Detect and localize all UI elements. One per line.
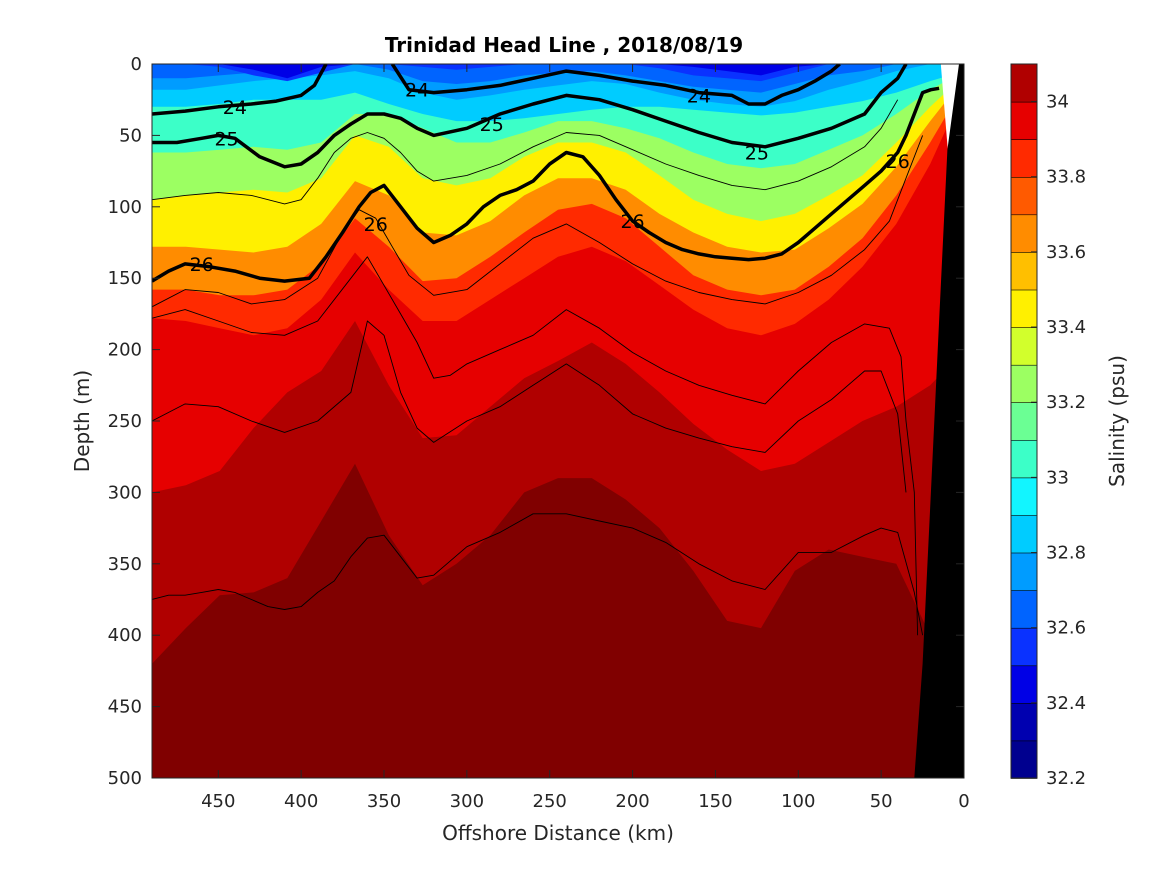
isopycnal-label-24-0: 24 (405, 80, 429, 102)
colorbar-tick-label: 33.2 (1046, 392, 1086, 413)
colorbar-tick-label: 32.2 (1046, 768, 1086, 789)
y-tick-label: 350 (108, 554, 142, 575)
colorbar-swatch (1010, 326, 1038, 366)
x-tick-label: 50 (870, 791, 893, 812)
surface-band-3 (152, 64, 964, 79)
y-tick-label: 50 (119, 125, 142, 146)
colorbar-tick-label: 33.8 (1046, 167, 1086, 188)
colorbar (1010, 63, 1038, 779)
colorbar-swatch (1010, 63, 1038, 103)
y-axis-label: Depth (m) (70, 370, 94, 472)
colorbar-tick-label: 33.4 (1046, 317, 1086, 338)
isopycnal-26-2-7 (152, 135, 924, 308)
colorbar-tick-label: 33.6 (1046, 242, 1086, 263)
colorbar-swatch (1010, 477, 1038, 516)
colorbar-tick-label: 32.8 (1046, 543, 1086, 564)
colorbar-frame (1010, 63, 1038, 779)
colorbar-label: Salinity (psu) (1105, 355, 1129, 487)
isopycnal-25-2 (152, 64, 908, 169)
x-tick-label: 350 (367, 791, 401, 812)
contour-plot-area: 24 24 24 25 25 25 26 26 26 26 (152, 64, 964, 778)
x-axis-ticks: 450 400 350 300 250 200 150 100 50 0 (201, 64, 970, 812)
y-tick-label: 400 (108, 625, 142, 646)
y-tick-label: 0 (131, 54, 142, 75)
colorbar-tick-label: 32.6 (1046, 618, 1086, 639)
isopycnal-labels: 24 24 24 25 25 25 26 26 26 26 (190, 80, 910, 276)
x-tick-label: 200 (615, 791, 649, 812)
isopycnal-26-5-4 (152, 256, 919, 636)
colorbar-swatch (1010, 514, 1038, 554)
colorbar-tick-label: 33 (1046, 467, 1069, 488)
colorbar-ticks: 32.2 32.4 32.6 32.8 33 33.2 33.4 33.6 33.8 34 (1031, 92, 1086, 789)
y-tick-label: 200 (108, 340, 142, 361)
y-tick-label: 100 (108, 197, 142, 218)
isopycnal-26-3 (152, 86, 940, 283)
isopycnal-27-5 (152, 513, 924, 636)
colorbar-swatch (1010, 138, 1038, 178)
y-tick-label: 250 (108, 411, 142, 432)
isopycnal-label-25-2: 25 (745, 143, 769, 165)
isopycnal-label-26-3: 26 (886, 151, 910, 173)
isopycnal-label-26-2: 26 (620, 211, 644, 233)
y-tick-label: 150 (108, 268, 142, 289)
colorbar-swatch (1010, 439, 1038, 479)
isopycnal-label-25-0: 25 (214, 128, 238, 150)
chart-title: Trinidad Head Line , 2018/08/19 (385, 33, 743, 57)
colorbar-swatch (1010, 176, 1038, 216)
isopycnal-label-24-0: 24 (223, 97, 247, 119)
colorbar-swatch (1010, 401, 1038, 441)
colorbar-swatch (1010, 101, 1038, 140)
colorbar-swatch (1010, 589, 1038, 629)
isopycnal-26-8-8 (152, 320, 907, 493)
isopycnal-lines (152, 64, 940, 636)
colorbar-swatch (1010, 214, 1038, 253)
isopycnal-24-1 (390, 64, 841, 106)
deep-core-patch-2 (566, 746, 699, 778)
x-tick-label: 450 (201, 791, 235, 812)
x-tick-label: 150 (698, 791, 732, 812)
colorbar-swatch (1010, 702, 1038, 742)
x-tick-label: 100 (781, 791, 815, 812)
isopycnal-label-25-1: 25 (480, 114, 504, 136)
x-tick-label: 300 (450, 791, 484, 812)
isopycnal-label-26-1: 26 (364, 214, 388, 236)
x-tick-label: 400 (284, 791, 318, 812)
bathymetry-seafloor (914, 64, 964, 778)
isopycnal-24-0 (152, 64, 328, 116)
y-tick-label: 300 (108, 482, 142, 503)
y-tick-label: 450 (108, 697, 142, 718)
isopycnal-25-5-6 (152, 99, 899, 205)
colorbar-swatch (1010, 251, 1038, 291)
x-tick-label: 0 (958, 791, 969, 812)
bathymetry-mask (914, 64, 964, 778)
colorbar-swatch (1010, 364, 1038, 404)
colorbar-swatch (1010, 664, 1038, 704)
isopycnal-label-26-0: 26 (190, 254, 214, 276)
deep-core-patch-1 (466, 720, 558, 778)
colorbar-tick-label: 32.4 (1046, 693, 1086, 714)
x-tick-label: 250 (533, 791, 567, 812)
x-axis-label: Offshore Distance (km) (442, 821, 674, 845)
colorbar-swatch (1010, 627, 1038, 667)
colorbar-swatch (1010, 740, 1038, 779)
colorbar-swatch (1010, 289, 1038, 328)
y-tick-label: 500 (108, 768, 142, 789)
deep-core-patch-0 (350, 699, 396, 778)
isopycnal-label-24-1: 24 (687, 85, 711, 107)
colorbar-swatch (1010, 552, 1038, 591)
y-axis-ticks: 0 50 100 150 200 250 300 350 400 450 500 (108, 54, 964, 789)
colorbar-tick-label: 34 (1046, 92, 1069, 113)
